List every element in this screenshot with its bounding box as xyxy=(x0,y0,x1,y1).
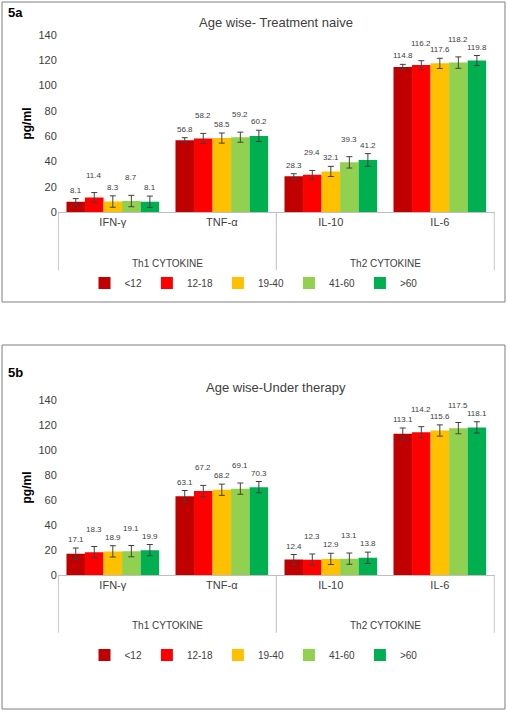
svg-text:20: 20 xyxy=(45,181,57,193)
svg-text:IL-6: IL-6 xyxy=(430,216,449,228)
svg-text:Th2 CYTOKINE: Th2 CYTOKINE xyxy=(350,258,421,269)
svg-text:12.9: 12.9 xyxy=(323,540,339,549)
svg-text:19.1: 19.1 xyxy=(123,524,139,533)
svg-text:113.1: 113.1 xyxy=(393,415,413,424)
svg-text:67.2: 67.2 xyxy=(195,463,211,472)
svg-text:IL-6: IL-6 xyxy=(430,579,449,591)
svg-text:17.1: 17.1 xyxy=(68,535,84,544)
svg-text:<12: <12 xyxy=(125,650,142,661)
svg-text:140: 140 xyxy=(38,29,56,41)
svg-text:80: 80 xyxy=(45,105,57,117)
svg-text:41-60: 41-60 xyxy=(329,650,355,661)
svg-text:19-40: 19-40 xyxy=(258,650,284,661)
svg-text:Th1 CYTOKINE: Th1 CYTOKINE xyxy=(132,258,203,269)
svg-text:41-60: 41-60 xyxy=(329,278,355,289)
svg-text:19.9: 19.9 xyxy=(142,532,158,541)
svg-text:IFN-γ: IFN-γ xyxy=(99,216,126,228)
svg-text:18.3: 18.3 xyxy=(86,525,102,534)
svg-text:117.5: 117.5 xyxy=(448,401,468,410)
svg-text:5b: 5b xyxy=(8,365,23,380)
svg-text:IL-10: IL-10 xyxy=(318,216,343,228)
svg-text:117.6: 117.6 xyxy=(430,45,450,54)
svg-text:IFN-γ: IFN-γ xyxy=(99,579,126,591)
svg-text:40: 40 xyxy=(45,519,57,531)
svg-text:100: 100 xyxy=(38,444,56,456)
svg-text:12-18: 12-18 xyxy=(187,650,213,661)
svg-text:TNF-α: TNF-α xyxy=(206,216,238,228)
svg-text:80: 80 xyxy=(45,469,57,481)
svg-text:13.1: 13.1 xyxy=(341,531,357,540)
svg-text:pg/ml: pg/ml xyxy=(20,472,34,504)
svg-text:32.1: 32.1 xyxy=(323,153,339,162)
svg-text:8.7: 8.7 xyxy=(125,173,137,182)
svg-text:120: 120 xyxy=(38,54,56,66)
svg-text:18.9: 18.9 xyxy=(105,533,121,542)
svg-text:120: 120 xyxy=(38,419,56,431)
svg-text:56.8: 56.8 xyxy=(177,125,193,134)
svg-text:29.4: 29.4 xyxy=(304,148,320,157)
svg-text:>60: >60 xyxy=(400,650,417,661)
svg-text:TNF-α: TNF-α xyxy=(206,579,238,591)
svg-text:11.4: 11.4 xyxy=(86,171,102,180)
svg-text:<12: <12 xyxy=(125,278,142,289)
svg-text:Age wise-Under therapy: Age wise-Under therapy xyxy=(206,380,346,395)
svg-text:Th2 CYTOKINE: Th2 CYTOKINE xyxy=(350,620,421,631)
svg-text:118.1: 118.1 xyxy=(467,409,487,418)
svg-text:>60: >60 xyxy=(400,278,417,289)
svg-text:28.3: 28.3 xyxy=(286,161,302,170)
svg-text:60: 60 xyxy=(45,494,57,506)
svg-text:Age wise- Treatment naive: Age wise- Treatment naive xyxy=(199,15,353,30)
svg-text:58.2: 58.2 xyxy=(195,111,211,120)
svg-text:IL-10: IL-10 xyxy=(318,579,343,591)
svg-text:12.4: 12.4 xyxy=(286,542,302,551)
svg-text:114.8: 114.8 xyxy=(393,51,413,60)
svg-text:41.2: 41.2 xyxy=(360,141,376,150)
svg-text:12-18: 12-18 xyxy=(187,278,213,289)
svg-text:19-40: 19-40 xyxy=(258,278,284,289)
svg-text:pg/ml: pg/ml xyxy=(20,108,34,140)
svg-text:100: 100 xyxy=(38,79,56,91)
svg-text:40: 40 xyxy=(45,155,57,167)
svg-text:115.6: 115.6 xyxy=(430,412,450,421)
svg-text:60: 60 xyxy=(45,130,57,142)
svg-text:118.2: 118.2 xyxy=(448,35,468,44)
svg-text:70.3: 70.3 xyxy=(251,469,267,478)
svg-text:68.2: 68.2 xyxy=(214,471,230,480)
svg-text:63.1: 63.1 xyxy=(177,478,193,487)
svg-text:8.1: 8.1 xyxy=(144,183,156,192)
svg-text:8.1: 8.1 xyxy=(70,186,82,195)
svg-text:69.1: 69.1 xyxy=(232,461,248,470)
svg-text:140: 140 xyxy=(38,394,56,406)
svg-text:12.3: 12.3 xyxy=(304,532,320,541)
svg-text:13.8: 13.8 xyxy=(360,539,376,548)
svg-text:0: 0 xyxy=(51,206,57,218)
svg-text:5a: 5a xyxy=(8,5,23,20)
svg-text:8.3: 8.3 xyxy=(107,183,119,192)
svg-text:39.3: 39.3 xyxy=(341,135,357,144)
svg-text:59.2: 59.2 xyxy=(232,110,248,119)
svg-text:Th1 CYTOKINE: Th1 CYTOKINE xyxy=(132,620,203,631)
svg-text:114.2: 114.2 xyxy=(411,405,431,414)
svg-text:116.2: 116.2 xyxy=(411,39,431,48)
svg-text:0: 0 xyxy=(51,569,57,581)
svg-text:60.2: 60.2 xyxy=(251,117,267,126)
svg-text:119.8: 119.8 xyxy=(467,43,487,52)
svg-text:20: 20 xyxy=(45,544,57,556)
svg-text:58.5: 58.5 xyxy=(214,120,230,129)
